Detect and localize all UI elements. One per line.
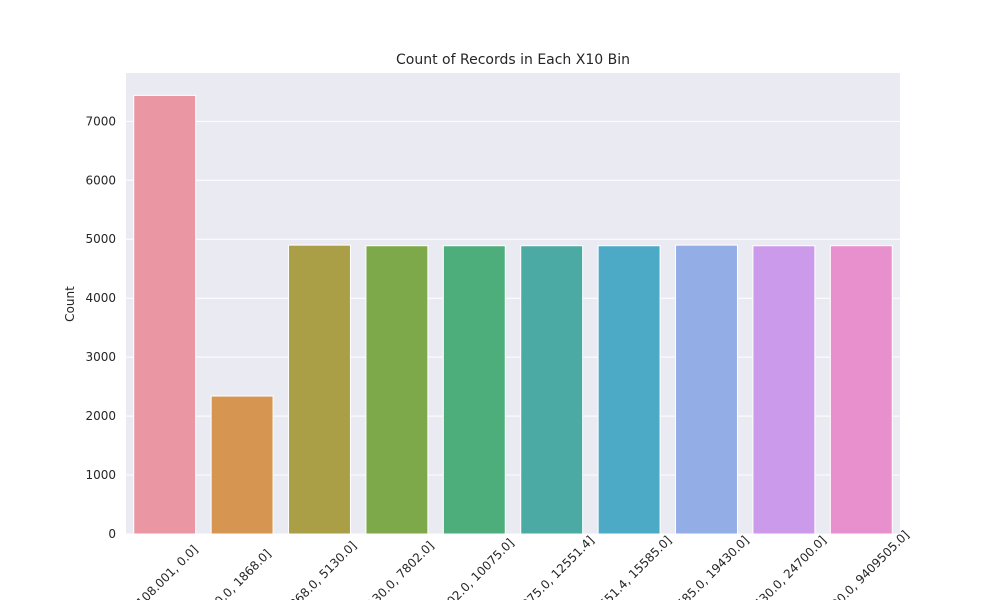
bar (210, 395, 274, 535)
y-tick-label: 7000 (85, 114, 116, 128)
bar (520, 245, 584, 535)
x-tick-label: (5130.0, 7802.0] (355, 539, 436, 600)
bar (288, 244, 351, 535)
x-tick-label: (10075.0, 12551.4] (505, 533, 597, 600)
x-tick-label: (-108.001, 0.0] (127, 542, 201, 600)
y-tick-label: 5000 (85, 232, 116, 246)
y-tick-label: 4000 (85, 291, 116, 305)
x-tick-label: (0.0, 1868.0] (209, 547, 274, 600)
y-tick-label: 6000 (85, 173, 116, 187)
bar (829, 245, 893, 535)
bar (442, 245, 506, 535)
chart-title: Count of Records in Each X10 Bin (396, 52, 630, 68)
x-tick-label: (7802.0, 10075.0] (430, 536, 517, 600)
y-tick-label: 1000 (85, 468, 116, 482)
bar (752, 245, 816, 535)
x-tick-label: (1868.0, 5130.0] (278, 539, 359, 600)
bar (597, 245, 661, 535)
y-tick-label: 2000 (85, 409, 116, 423)
bar (675, 244, 738, 535)
bar (133, 94, 197, 535)
y-tick-label: 0 (108, 527, 116, 541)
y-tick-label: 3000 (85, 350, 116, 364)
y-axis-label: Count (63, 286, 77, 322)
bar (365, 245, 429, 535)
